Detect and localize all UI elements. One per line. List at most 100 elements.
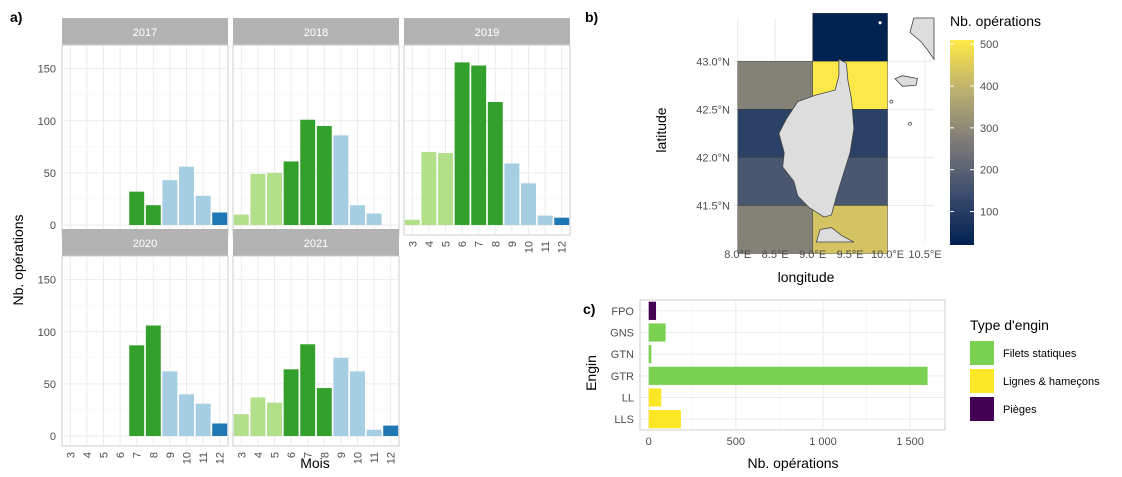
colorbar-tick-label: 500 [980, 39, 998, 51]
legend-swatch-lines_hooks [970, 369, 994, 393]
bar-2021-9 [333, 357, 349, 436]
map-y-tick-label: 42.5°N [696, 104, 730, 116]
x-tick-label: 8 [148, 452, 160, 458]
legend-swatch-traps [970, 397, 994, 421]
corsica-island [778, 58, 855, 218]
bar-2020-10 [179, 394, 194, 436]
gear-bar-LLS [648, 410, 681, 429]
bar-2019-9 [504, 163, 520, 225]
y-tick-label: 50 [44, 168, 56, 180]
facet-strip-label: 2020 [133, 238, 157, 250]
bar-2020-11 [195, 403, 211, 436]
map-x-tick-label: 10.0°E [871, 249, 904, 261]
bar-2020-8 [145, 325, 161, 436]
bar-2017-12 [212, 212, 228, 225]
x-tick-label: 7 [474, 241, 486, 247]
bar-2020-9 [162, 371, 178, 436]
bar-2019-3 [404, 219, 420, 225]
bar-2019-6 [454, 62, 470, 225]
bar-2018-5 [267, 172, 282, 225]
facet-strip-label: 2017 [133, 27, 157, 39]
gear-y-tick-label: GNS [610, 328, 634, 340]
facet-strip-label: 2018 [304, 27, 328, 39]
corsica-map-chart: b) latitude longitude 8.0°E 8.5°E 9.0°E 9.5… [585, 9, 1041, 285]
x-tick-label: 10 [524, 241, 536, 253]
gear-x-tick-label: 0 [646, 436, 652, 448]
panel-label-b: b) [585, 9, 598, 25]
gear-bar-FPO [648, 301, 657, 320]
x-tick-label: 5 [270, 452, 282, 458]
bar-2018-9 [333, 135, 349, 225]
map-y-tick-label: 41.5°N [696, 200, 730, 212]
bar-2017-11 [195, 195, 211, 225]
gear-x-tick-label: 500 [727, 436, 745, 448]
gear-x-tick-label: 1 000 [809, 436, 837, 448]
bar-2018-4 [250, 173, 266, 225]
gear-x-axis-title: Nb. opérations [747, 455, 838, 471]
x-tick-label: 4 [424, 241, 436, 247]
x-tick-label: 3 [65, 452, 77, 458]
colorbar-tick-label: 100 [980, 207, 998, 219]
y-tick-label: 0 [50, 431, 56, 443]
x-tick-label: 12 [386, 452, 398, 464]
gear-y-tick-label: GTN [611, 349, 634, 361]
gear-y-tick-label: GTR [611, 371, 634, 383]
legend-label-lines_hooks: Lignes & hameçons [1003, 376, 1100, 388]
y-tick-label: 50 [44, 379, 56, 391]
sardinia-coast [815, 227, 855, 243]
y-tick-label: 100 [38, 327, 56, 339]
facet-2018: 2018 [232, 18, 400, 236]
bar-2018-11 [366, 213, 382, 225]
bar-2017-9 [162, 180, 178, 225]
bar-2019-4 [421, 152, 437, 225]
x-tick-label: 7 [303, 452, 315, 458]
x-tick-label: 6 [115, 452, 127, 458]
map-y-axis-title: latitude [653, 107, 669, 152]
bar-2021-4 [250, 397, 266, 436]
map-y-tick-label: 43.0°N [696, 56, 730, 68]
y-tick-label: 100 [38, 116, 56, 128]
facet-strip [233, 18, 399, 45]
y-tick-label: 150 [38, 64, 56, 76]
islet [878, 21, 882, 25]
facet-strip-label: 2021 [304, 238, 328, 250]
bar-2017-7 [129, 191, 145, 225]
bar-2019-11 [537, 215, 553, 225]
map-x-tick-label: 9.5°E [837, 249, 864, 261]
legend-label-traps: Pièges [1003, 404, 1037, 416]
bar-2021-12 [383, 425, 399, 436]
x-tick-label: 12 [215, 452, 227, 464]
x-tick-label: 4 [253, 452, 265, 458]
bar-2019-12 [554, 217, 570, 225]
map-y-tick-label: 42.0°N [696, 152, 730, 164]
y-tick-label: 0 [50, 220, 56, 232]
bar-2017-10 [179, 166, 194, 225]
x-tick-label: 5 [441, 241, 453, 247]
bar-2019-10 [521, 183, 536, 225]
map-cell-0 [812, 12, 888, 62]
bar-2019-7 [471, 65, 487, 225]
x-tick-label: 8 [319, 452, 331, 458]
islet [908, 121, 912, 126]
bar-2018-8 [316, 125, 332, 225]
x-tick-label: 3 [407, 241, 419, 247]
gear-y-tick-label: FPO [611, 306, 634, 318]
x-tick-label: 10 [353, 452, 365, 464]
bar-2021-10 [350, 371, 365, 436]
bar-2018-7 [300, 119, 316, 225]
bar-2018-3 [233, 214, 249, 225]
x-tick-label: 4 [82, 452, 94, 458]
x-tick-label: 10 [182, 452, 194, 464]
x-tick-label: 11 [369, 452, 381, 463]
bar-2021-11 [366, 429, 382, 436]
facet-2019: 2019 3 4 5 6 7 8 9 10 11 12 [403, 18, 571, 253]
x-tick-label: 11 [540, 241, 552, 252]
bar-2021-5 [267, 402, 282, 436]
facet-strip-label: 2019 [475, 27, 499, 39]
gear-bar-LL [648, 388, 662, 407]
x-tick-label: 7 [132, 452, 144, 458]
bar-2021-7 [300, 344, 316, 436]
x-tick-label: 8 [490, 241, 502, 247]
monthly-facet-chart: a) Nb. opérations Mois 20170501001502018… [10, 9, 571, 471]
